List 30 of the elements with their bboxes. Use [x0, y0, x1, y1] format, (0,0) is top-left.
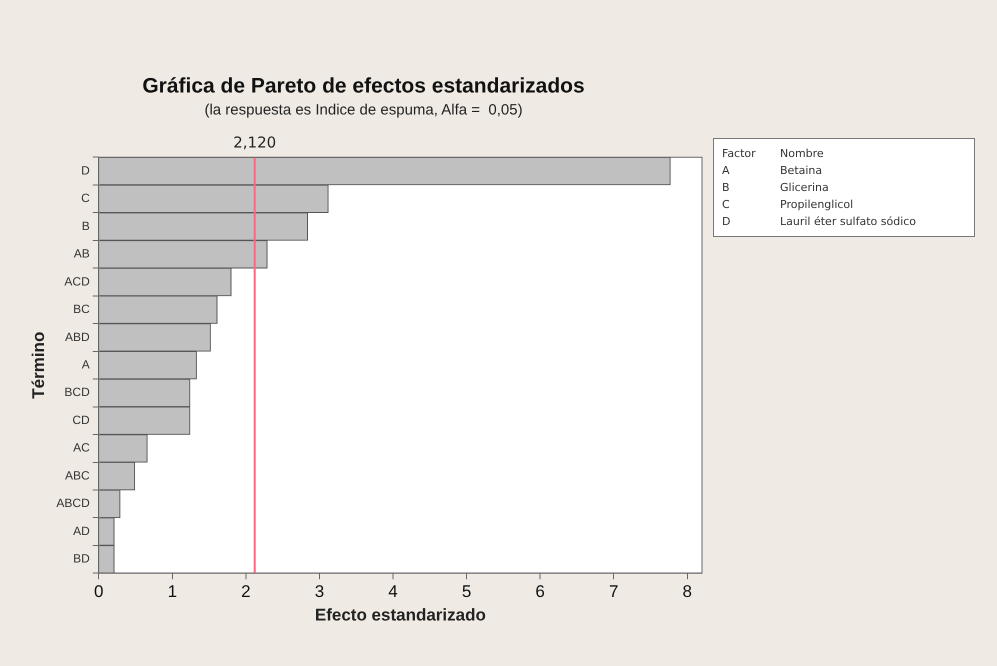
y-tick-label: D — [81, 163, 90, 178]
x-tick-label: 5 — [462, 582, 472, 602]
y-tick-label: AB — [74, 246, 90, 261]
y-tick-label: ACD — [64, 274, 90, 288]
x-tick-label: 4 — [388, 582, 398, 602]
x-axis-title: Efecto estandarizado — [314, 605, 486, 624]
y-tick-label: C — [81, 191, 90, 206]
y-axis-title: Término — [28, 332, 48, 399]
y-tick-label: AD — [73, 524, 90, 538]
y-tick-label: A — [82, 358, 90, 372]
y-tick-label: ABD — [65, 330, 90, 344]
y-tick-label: BD — [73, 552, 90, 566]
x-tick-label: 1 — [168, 582, 178, 602]
y-tick-label: AC — [73, 440, 90, 455]
x-tick-label: 6 — [535, 582, 545, 602]
x-tick-label: 8 — [682, 582, 692, 602]
y-tick-label: BCD — [64, 385, 90, 400]
y-tick-label: ABCD — [56, 496, 90, 510]
x-tick-label: 0 — [94, 582, 104, 602]
ref-line-label: 2,120 — [233, 134, 276, 152]
x-tick-label: 3 — [314, 582, 324, 602]
chart-subtitle: (la respuesta es Indice de espuma, Alfa = 0,05) — [204, 101, 523, 118]
y-tick-label: CD — [72, 412, 90, 427]
y-tick-label: B — [82, 218, 90, 233]
y-tick-label: BC — [73, 302, 90, 316]
chart-title: Gráfica de Pareto de efectos estandarizados — [142, 74, 585, 98]
x-tick-label: 2 — [241, 582, 251, 602]
factor-table: Factor Nombre A Betaina B Glicerina C Propilenglicol D Lauril éter sulfato sódico — [713, 138, 975, 237]
x-tick-label: 7 — [608, 582, 618, 602]
y-tick-label: ABC — [65, 468, 90, 482]
